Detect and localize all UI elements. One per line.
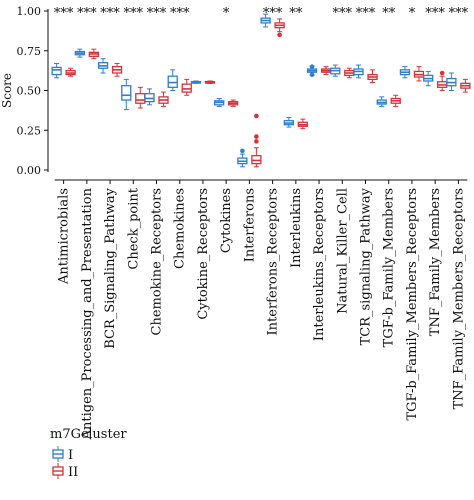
box-II [390,94,401,107]
box-iqr [51,66,62,76]
significance-label: * [409,6,416,21]
outlier-point [309,72,315,77]
x-tick-label: Interferons [242,188,257,262]
box-II [367,69,378,84]
outlier-point [277,32,282,38]
significance-label: * [223,6,230,21]
box-II [181,78,192,96]
significance-labels: *** *** *** *** *** *** * *** ** *** *** ** * *** *** [54,6,469,21]
legend: m7Gcluster III [50,427,127,480]
x-tick-label: TNF_Family_Members [428,188,443,336]
box-II [344,67,355,79]
significance-label: *** [333,6,353,21]
box-I [283,117,294,128]
box-I [190,80,202,84]
box-I [330,64,341,77]
y-tick-label: 1.00 [17,5,42,18]
box-I [423,70,434,87]
box-II [437,70,448,91]
outlier-point [439,70,445,76]
box-I [167,69,178,91]
significance-label: *** [170,6,190,21]
significance-label: *** [77,6,97,21]
y-tick-label: 0.25 [17,124,42,137]
box-II [413,66,425,82]
box-II [88,48,99,60]
legend-label: II [68,465,78,480]
box-iqr [121,85,132,101]
significance-label: *** [356,6,376,21]
box-II [228,99,239,107]
y-axis: 0.00 0.25 0.50 0.75 1.00 [17,5,49,177]
box-I [399,66,411,79]
legend-item-I: I [52,446,73,463]
x-tick-label: Interleukins_Receptors [312,188,327,341]
significance-label: *** [263,6,283,21]
box-I [214,97,225,107]
box-II [111,62,123,77]
box-I [144,88,155,106]
y-tick-label: 0.00 [17,164,42,177]
outlier-point [254,139,259,144]
box-series [51,13,471,168]
outlier-point [240,148,245,154]
box-I [353,64,364,79]
box-I [97,58,109,74]
box-II [204,80,216,84]
x-tick-label: Interferons_Receptors [266,188,281,335]
x-tick-label: Check_point [126,187,141,269]
significance-label: ** [289,6,303,21]
x-tick-label: Cytokines [219,188,234,253]
x-tick-label: TGF-b_Family_Members_Receptors [405,188,420,421]
significance-label: *** [425,6,445,21]
significance-label: *** [124,6,144,21]
box-I [121,78,132,111]
outlier-point [309,64,315,69]
x-tick-label: TGF-b_Family_Members [382,188,397,347]
significance-label: *** [147,6,167,21]
legend-label: I [68,448,73,463]
x-tick-label: Antigen_Processing_and_Presentation [80,187,95,440]
legend-title: m7Gcluster [50,427,127,442]
box-II [320,66,332,76]
x-tick-label: Natural_Killer_Cell [335,188,350,314]
box-II [65,67,76,77]
box-I [260,13,271,28]
x-tick-label: Cytokine_Receptors [196,188,211,320]
y-tick-label: 0.75 [17,45,42,58]
significance-label: *** [449,6,469,21]
box-I [237,148,248,168]
x-tick-label: TCR_signaling_Pathway [359,187,374,345]
box-II [251,113,262,168]
legend-item-II: II [52,463,78,480]
x-tick-label: Chemokines [173,188,188,269]
box-I [446,72,457,91]
box-iqr [135,93,146,104]
y-axis-title: Score [0,73,14,108]
y-tick-label: 0.50 [17,85,42,98]
box-II [158,91,169,107]
x-tick-label: Interleukins [289,188,304,268]
box-I [51,62,62,79]
significance-label: *** [100,6,120,21]
box-I [306,64,318,77]
box-II [135,86,146,109]
x-tick-label: TNF_Family_Members_Receptors [451,188,466,409]
box-II [297,118,308,130]
x-axis: Antimicrobials Antigen_Processing_and_Pre… [54,179,468,440]
significance-label: ** [382,6,396,21]
box-I [376,96,387,107]
x-tick-label: Chemokine_Receptors [150,188,165,335]
x-tick-label: Antimicrobials [57,188,72,285]
significance-label: *** [54,6,74,21]
outlier-point [254,134,259,139]
x-tick-label: BCR_Signaling_Pathway [103,187,118,348]
box-I [74,48,85,58]
box-II [460,78,471,93]
box-II [274,18,285,38]
outlier-point [254,113,259,119]
